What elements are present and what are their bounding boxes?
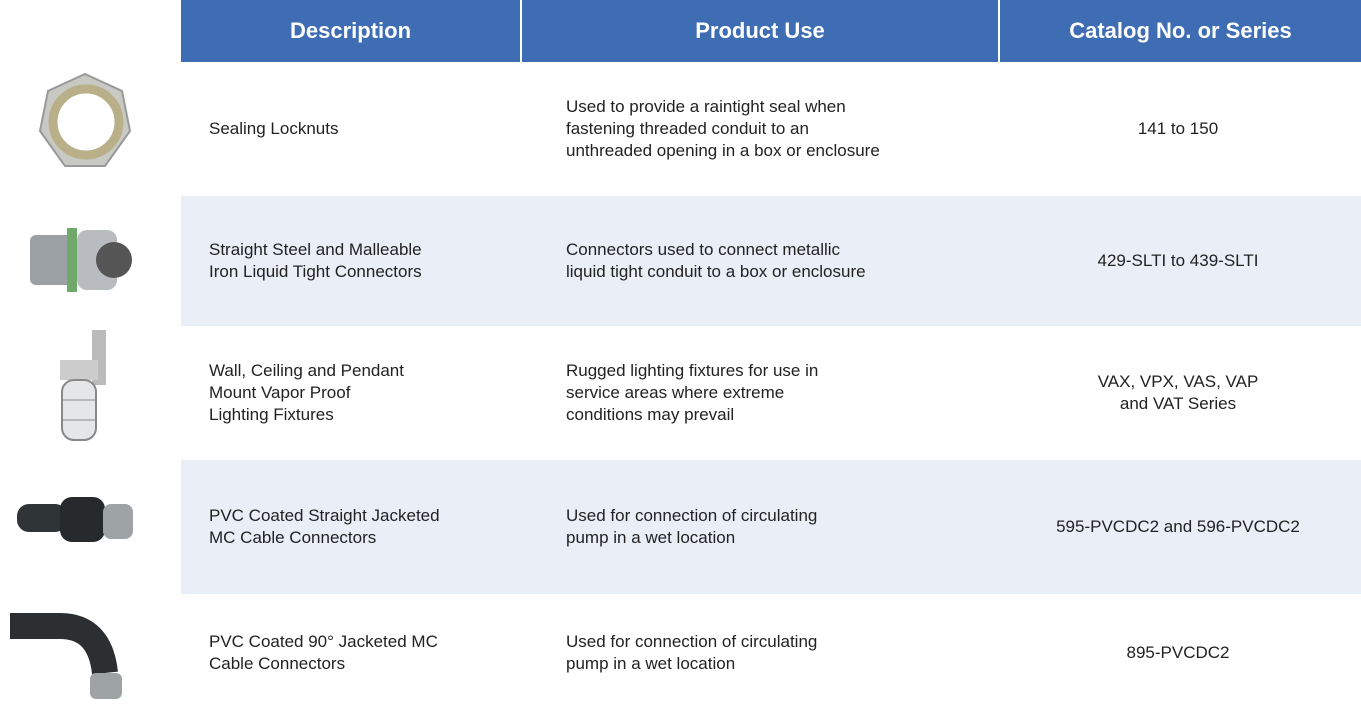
table-cell: Used to provide a raintight seal when fa… <box>566 97 880 160</box>
table-cell: 595-PVCDC2 and 596-PVCDC2 <box>1056 517 1300 536</box>
table-cell: VAX, VPX, VAS, VAP and VAT Series <box>1097 372 1259 413</box>
table-cell: PVC Coated 90° Jacketed MC Cable Connect… <box>209 631 438 673</box>
table-cell: Used for connection of circulating pump … <box>566 506 818 547</box>
table-cell: Straight Steel and Malleable Iron Liquid… <box>209 240 422 281</box>
table-cell: Connectors used to connect metallic liqu… <box>566 240 866 281</box>
header-cell: Product Use <box>522 0 998 62</box>
connector-image <box>30 228 132 292</box>
table-cell: Wall, Ceiling and Pendant Mount Vapor Pr… <box>209 361 404 424</box>
pvc-connector-image <box>17 497 133 542</box>
table-row: PVC Coated 90° Jacketed MC Cable Connect… <box>181 594 1361 711</box>
table-row: Wall, Ceiling and Pendant Mount Vapor Pr… <box>181 326 1361 460</box>
table-row: Straight Steel and Malleable Iron Liquid… <box>181 196 1361 326</box>
fixture-image <box>60 330 106 441</box>
locknut-image <box>38 72 132 167</box>
table-cell: 429-SLTI to 439-SLTI <box>1097 251 1259 270</box>
table-row: PVC Coated Straight Jacketed MC Cable Co… <box>181 460 1361 594</box>
table-cell: 895-PVCDC2 <box>1126 642 1230 662</box>
table-cell: PVC Coated Straight Jacketed MC Cable Co… <box>209 506 440 547</box>
table-cell: Sealing Locknuts <box>209 119 339 138</box>
pvc-elbow-image <box>10 613 122 699</box>
table-cell: Rugged lighting fixtures for use in serv… <box>566 361 819 424</box>
header-cell: Catalog No. or Series <box>1000 0 1361 62</box>
table-cell: 141 to 150 <box>1137 119 1219 138</box>
header-cell: Description <box>181 0 520 62</box>
table-row: Sealing Locknuts Used to provide a rainti… <box>181 62 1361 196</box>
table-cell: Used for connection of circulating pump … <box>566 631 818 673</box>
